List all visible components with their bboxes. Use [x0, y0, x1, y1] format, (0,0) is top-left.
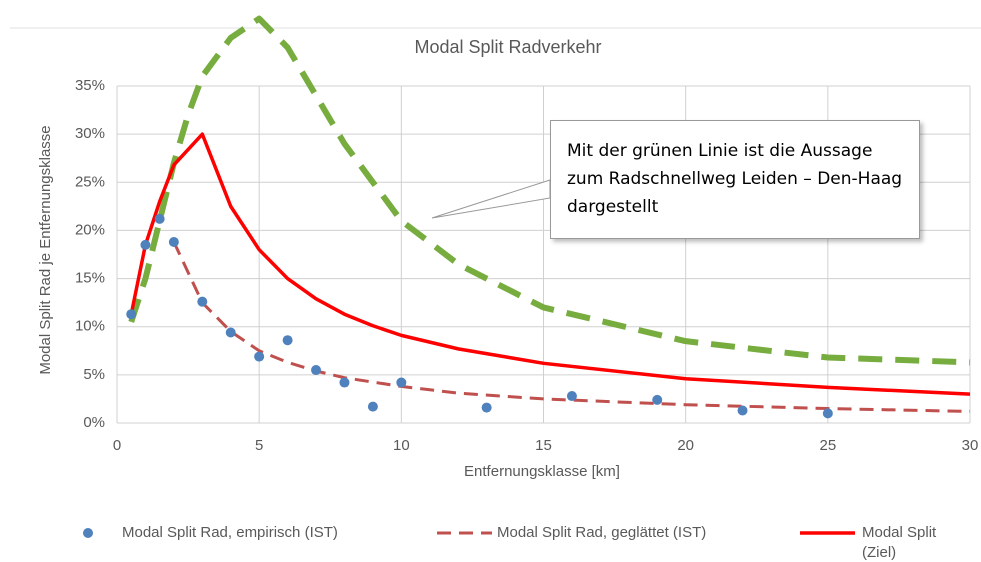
y-tick-label: 25%: [75, 173, 105, 190]
chart-title: Modal Split Radverkehr: [414, 37, 601, 57]
data-point: [126, 309, 137, 320]
data-point: [140, 239, 151, 250]
data-point: [566, 391, 577, 402]
y-tick-label: 0%: [83, 414, 105, 431]
y-axis-label: Modal Split Rad je Entfernungsklasse: [37, 125, 54, 374]
series-line: [129, 132, 971, 396]
y-tick-label: 15%: [75, 270, 105, 287]
y-tick-label: 5%: [83, 366, 105, 383]
data-point: [254, 351, 265, 362]
legend-entry: Modal Split (Ziel): [862, 524, 937, 561]
y-tick-label: 35%: [75, 77, 105, 94]
data-point: [168, 236, 179, 247]
x-tick-label: 15: [535, 437, 552, 454]
x-tick-label: 0: [113, 437, 121, 454]
y-tick-label: 10%: [75, 318, 105, 335]
legend-entry: Modal Split Rad, empirisch (IST): [122, 524, 338, 541]
data-point: [311, 365, 322, 376]
callout-pointer: [431, 179, 551, 219]
data-point: [481, 402, 492, 413]
x-tick-label: 25: [819, 437, 836, 454]
x-axis-label: Entfernungsklasse [km]: [464, 463, 620, 480]
x-tick-label: 20: [677, 437, 694, 454]
annotation: Mit der grünen Linie ist die Aussage zum…: [550, 120, 920, 239]
data-point: [396, 377, 407, 388]
x-tick-label: 5: [255, 437, 263, 454]
data-point: [154, 213, 165, 224]
data-point: [822, 408, 833, 419]
legend-marker: [83, 528, 93, 538]
legend-entry: Modal Split Rad, geglättet (IST): [497, 524, 707, 541]
y-tick-label: 30%: [75, 125, 105, 142]
x-tick-label: 30: [962, 437, 979, 454]
data-point: [225, 327, 236, 338]
data-point: [197, 296, 208, 307]
data-point: [652, 394, 663, 405]
data-point: [282, 335, 293, 346]
data-point: [367, 401, 378, 412]
data-point: [737, 405, 748, 416]
x-tick-label: 10: [393, 437, 410, 454]
data-point: [339, 377, 350, 388]
y-tick-label: 20%: [75, 221, 105, 238]
